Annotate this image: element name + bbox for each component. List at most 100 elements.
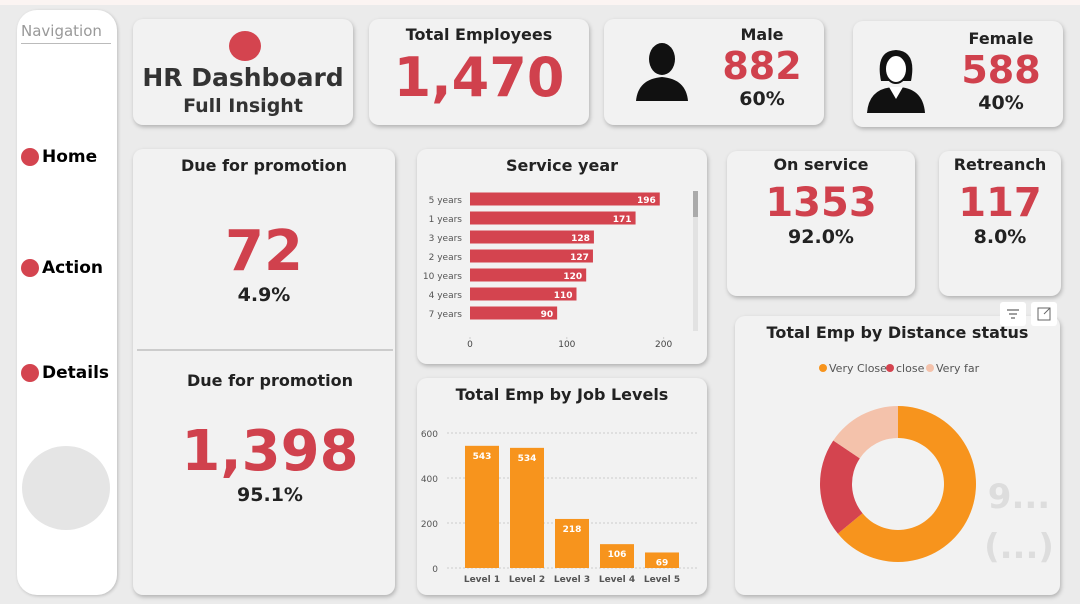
male-value: 882 <box>722 44 802 88</box>
y-tick-label: 600 <box>421 430 438 440</box>
nav-label: Action <box>42 258 103 278</box>
nav-home[interactable]: Home <box>21 147 97 167</box>
promotion-value: 72 <box>225 219 303 284</box>
female-share: 40% <box>978 92 1024 114</box>
bar <box>555 518 589 568</box>
header-subtitle: Full Insight <box>183 95 303 117</box>
female-card: Female 588 40% <box>853 21 1063 127</box>
on-service-share: 92.0% <box>788 226 854 248</box>
value-label: 128 <box>571 234 590 244</box>
value-label: 218 <box>563 525 582 535</box>
female-icon <box>867 50 925 113</box>
header-card: HR Dashboard Full Insight <box>133 19 353 125</box>
bar <box>470 211 636 225</box>
bar <box>465 445 499 568</box>
value-label: 196 <box>637 196 656 206</box>
male-label: Male <box>740 25 784 44</box>
scroll-thumb[interactable] <box>693 191 698 217</box>
distance-card: Total Emp by Distance status Very Close cl… <box>735 316 1060 595</box>
x-tick-label: 0 <box>467 340 473 350</box>
legend-dot <box>926 364 934 372</box>
legend-label: Very far <box>936 362 980 375</box>
donut-segment <box>820 440 863 534</box>
promotion-label: Due for promotion <box>180 156 348 175</box>
value-label: 90 <box>541 310 554 320</box>
promotion-label: Due for promotion <box>186 371 354 390</box>
male-share: 60% <box>739 88 785 110</box>
nav-dot <box>21 364 39 382</box>
promotion-card: Due for promotion 72 4.9% Due for promot… <box>133 149 395 595</box>
on-service-card: On service 1353 92.0% <box>727 151 915 296</box>
nav-circle[interactable] <box>22 446 110 530</box>
top-strip <box>0 0 1080 5</box>
on-service-label: On service <box>773 155 869 174</box>
female-label: Female <box>968 29 1034 48</box>
y-tick-label: 0 <box>432 565 438 575</box>
promotion-block: 1,398 95.1% <box>153 419 387 506</box>
total-value: 1,470 <box>393 46 565 109</box>
expand-icon[interactable] <box>1031 302 1057 326</box>
retrench-card: Retreanch 117 8.0% <box>939 151 1061 296</box>
bar <box>510 447 544 568</box>
value-label: 127 <box>570 253 589 263</box>
total-label: Total Employees <box>405 25 553 44</box>
bar <box>470 287 577 301</box>
job-chart: Total Emp by Job Levels 0 200 400 600 543 Leve… <box>421 385 699 585</box>
bar <box>600 544 634 568</box>
value-label: 543 <box>473 452 492 462</box>
logo-dot <box>229 31 261 61</box>
x-tick-label: 100 <box>558 340 575 350</box>
y-tick-label: 400 <box>421 475 438 485</box>
y-tick-label: 200 <box>421 520 438 530</box>
y-tick-label: 7 years <box>429 310 463 320</box>
nav-action[interactable]: Action <box>21 258 103 278</box>
donut-segment <box>833 406 898 459</box>
annotation: (...) <box>984 527 1054 567</box>
promotion-value: 1,398 <box>181 419 359 484</box>
nav-label: Details <box>42 363 110 383</box>
donut-segment <box>837 406 976 562</box>
female-value: 588 <box>961 48 1041 92</box>
male-icon <box>636 43 688 101</box>
male-text: Male 882 60% <box>714 25 810 110</box>
retrench-label: Retreanch <box>953 155 1047 174</box>
chart-title: Total Emp by Job Levels <box>456 385 669 404</box>
y-tick-label: 5 years <box>429 196 463 206</box>
promotion-share: 95.1% <box>237 484 303 506</box>
x-tick-label: 200 <box>655 340 672 350</box>
y-tick-label: 4 years <box>429 291 463 301</box>
nav-label: Home <box>42 147 98 167</box>
scrollbar <box>693 191 698 331</box>
legend-dot <box>886 364 894 372</box>
legend-dot <box>819 364 827 372</box>
chart-title: Total Emp by Distance status <box>767 323 1029 342</box>
nav-dot <box>21 148 39 166</box>
promotion-share: 4.9% <box>237 284 291 306</box>
distance-chart: Total Emp by Distance status Very Close cl… <box>767 323 1054 567</box>
y-tick-label: 3 years <box>429 234 463 244</box>
y-tick-label: 10 years <box>423 272 462 282</box>
female-text: Female 588 40% <box>953 29 1049 114</box>
nav-title: Navigation <box>21 22 111 44</box>
divider <box>137 349 393 351</box>
bar <box>470 306 558 320</box>
value-label: 106 <box>608 550 627 560</box>
nav-details[interactable]: Details <box>21 363 109 383</box>
annotation: 9... <box>988 477 1050 517</box>
chart-title: Service year <box>506 156 618 175</box>
x-tick-label: Level 1 <box>464 575 500 585</box>
value-label: 171 <box>613 215 632 225</box>
value-label: 120 <box>563 272 582 282</box>
bar <box>470 249 593 263</box>
bar <box>645 552 679 568</box>
x-tick-label: Level 3 <box>554 575 590 585</box>
filter-icon[interactable] <box>1000 302 1026 326</box>
y-tick-label: 2 years <box>429 253 463 263</box>
value-label: 110 <box>554 291 573 301</box>
y-tick-label: 1 years <box>429 215 463 225</box>
male-card: Male 882 60% <box>604 19 824 125</box>
expand-glyph <box>1037 307 1051 321</box>
nav-dot <box>21 259 39 277</box>
